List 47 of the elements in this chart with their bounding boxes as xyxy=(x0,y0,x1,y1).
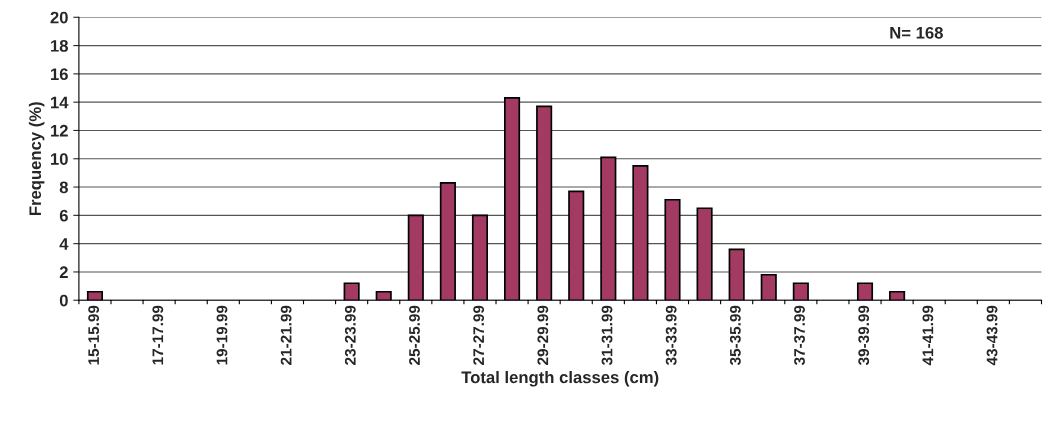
x-axis-title: Total length classes (cm) xyxy=(461,370,659,387)
y-tick-label: 6 xyxy=(59,209,68,222)
y-tick-label: 4 xyxy=(59,238,69,250)
bar xyxy=(889,290,906,301)
y-tick-label: 8 xyxy=(59,181,68,194)
y-axis-title: Frequency (%) xyxy=(28,102,45,216)
x-tick-label: 33-33.99 xyxy=(665,305,677,366)
bar xyxy=(471,214,489,301)
x-tick-label: 37-37.99 xyxy=(794,305,805,366)
x-tick-label: 35-35.99 xyxy=(729,305,741,366)
x-tick-label: 29-29.99 xyxy=(537,305,549,365)
x-tick-label: 17-17.99 xyxy=(152,305,164,365)
y-tick-label: 20 xyxy=(50,11,68,24)
x-tick-label: 21-21.99 xyxy=(280,305,292,365)
bar xyxy=(568,190,585,301)
bar xyxy=(375,290,392,301)
x-tick-label: 39-39.99 xyxy=(858,305,870,366)
x-tick-label: 27-27.99 xyxy=(473,305,485,365)
bar xyxy=(439,181,456,301)
bar xyxy=(343,282,360,301)
bar xyxy=(86,290,103,301)
bar xyxy=(504,97,521,301)
y-tick-label: 0 xyxy=(59,294,68,307)
y-tick-label: 12 xyxy=(51,124,68,137)
bar xyxy=(632,164,649,301)
bar xyxy=(600,156,617,301)
bar xyxy=(696,207,713,301)
x-tick-label: 19-19.99 xyxy=(216,305,228,365)
x-tick-label: 41-41.99 xyxy=(922,305,934,366)
y-tick-label: 16 xyxy=(51,68,68,81)
y-tick-label: 14 xyxy=(51,96,69,109)
bar xyxy=(407,214,424,301)
y-tick-label: 2 xyxy=(59,266,68,278)
x-tick-label: 43-43.99 xyxy=(986,305,998,366)
y-tick-label: 10 xyxy=(51,153,68,165)
x-tick-label: 31-31.99 xyxy=(601,305,613,366)
bar xyxy=(664,198,681,301)
x-tick-label: 25-25.99 xyxy=(409,305,420,365)
bar xyxy=(856,282,874,301)
x-tick-label: 23-23.99 xyxy=(344,305,356,365)
x-tick-label: 15-15.99 xyxy=(88,305,100,365)
bar xyxy=(728,248,745,301)
bar xyxy=(536,105,553,301)
y-tick-label: 18 xyxy=(51,39,68,52)
bar xyxy=(760,273,777,301)
bar xyxy=(792,282,809,301)
annotation: N= 168 xyxy=(890,26,943,39)
